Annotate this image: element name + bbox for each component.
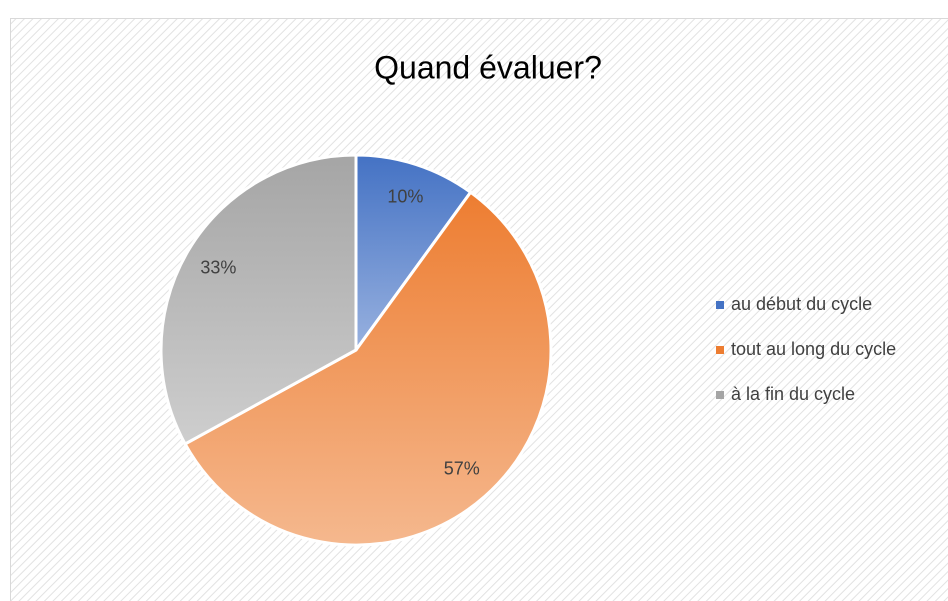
pie-slice [159, 153, 358, 446]
legend-label: tout au long du cycle [731, 339, 896, 359]
data-label: 33% [200, 257, 236, 277]
chart-title: Quand évaluer? [374, 49, 602, 85]
pie-slice [354, 153, 473, 355]
data-label: 10% [387, 187, 423, 207]
legend-swatch [716, 301, 724, 309]
data-label: 57% [444, 459, 480, 479]
legend-label: au début du cycle [731, 294, 872, 314]
pie-slice [183, 190, 553, 547]
legend-swatch [716, 346, 724, 354]
legend-swatch [716, 391, 724, 399]
legend-label: à la fin du cycle [731, 384, 855, 404]
